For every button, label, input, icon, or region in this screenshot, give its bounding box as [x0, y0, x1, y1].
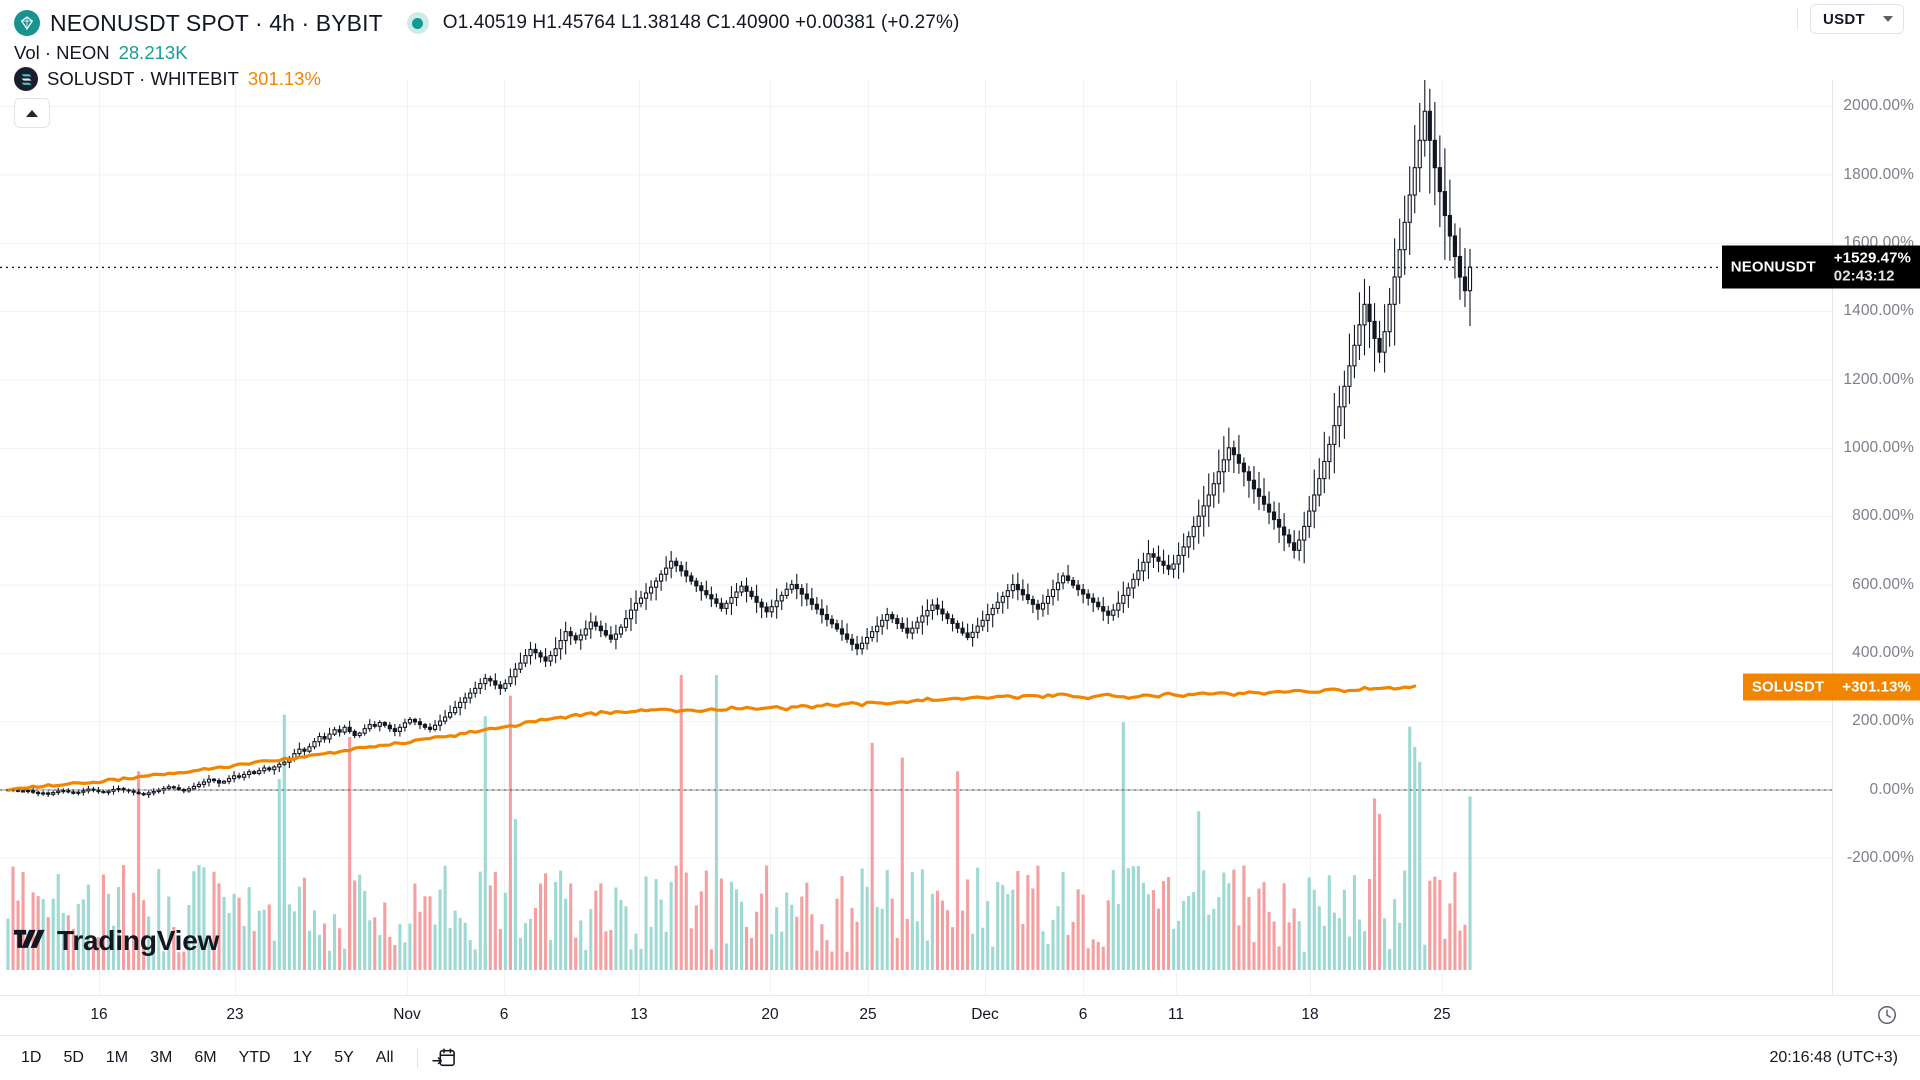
solana-icon — [14, 67, 38, 91]
price-tag-neonusdt: NEONUSDT +1529.47% 02:43:12 — [1721, 245, 1920, 289]
header-divider — [1796, 8, 1798, 30]
price-axis[interactable]: 2000.00% 1800.00% 1600.00% 1400.00% 1200.00%… — [1832, 80, 1920, 995]
header-right-controls: USDT — [1796, 0, 1920, 38]
range-button-3m[interactable]: 3M — [150, 1049, 173, 1066]
price-axis-tick: 1400.00% — [1843, 302, 1914, 320]
live-status-dot — [406, 12, 429, 34]
legend-solusdt-label: SOLUSDT · WHITEBIT — [47, 68, 239, 89]
price-axis-tick: 0.00% — [1869, 780, 1914, 798]
price-level-dotted-lines — [0, 266, 1832, 791]
price-tag-symbol: NEONUSDT — [1721, 245, 1825, 289]
time-axis[interactable]: 16 23 Nov 6 13 20 25 Dec 6 11 18 25 — [0, 995, 1920, 1035]
range-button-6m[interactable]: 6M — [194, 1049, 217, 1066]
legend-row-solusdt[interactable]: SOLUSDT · WHITEBIT 301.13% — [14, 66, 321, 92]
clock-timestamp[interactable]: 20:16:48 (UTC+3) — [1769, 1049, 1898, 1066]
price-tag-values: +1529.47% 02:43:12 — [1824, 245, 1920, 289]
range-button-all[interactable]: All — [375, 1049, 394, 1066]
legend-solusdt-value: 301.13% — [247, 68, 321, 89]
currency-select[interactable]: USDT — [1809, 4, 1904, 34]
time-axis-tick: 23 — [226, 1006, 244, 1023]
price-axis-tick: 800.00% — [1852, 507, 1914, 525]
legend-volume-label: Vol · NEON — [14, 42, 110, 63]
price-axis-tick: 400.00% — [1852, 643, 1914, 661]
volume-histogram — [6, 675, 1472, 970]
time-axis-tick: 11 — [1167, 1006, 1185, 1023]
range-button-1m[interactable]: 1M — [105, 1049, 129, 1066]
price-axis-tick: 200.00% — [1852, 712, 1914, 730]
legend-volume-value: 28.213K — [118, 42, 188, 63]
solusdt-line-series — [6, 684, 1417, 792]
legend-row-volume[interactable]: Vol · NEON 28.213K — [14, 40, 321, 66]
time-axis-tick: 25 — [859, 1006, 877, 1023]
neon-diamond-icon — [14, 10, 40, 36]
price-axis-tick: 600.00% — [1852, 575, 1914, 593]
price-axis-tick: -200.00% — [1846, 848, 1914, 866]
time-axis-tick: 20 — [761, 1006, 779, 1023]
timezone-clock-icon[interactable] — [1876, 1004, 1898, 1026]
chevron-down-icon — [1883, 16, 1893, 22]
price-tag-value: +1529.47% — [1833, 249, 1911, 267]
chevron-up-icon — [26, 109, 38, 117]
ohlc-values: O1.40519 H1.45764 L1.38148 C1.40900 +0.0… — [442, 12, 960, 33]
bottom-toolbar: 1D 5D 1M 3M 6M YTD 1Y 5Y All 20:16:48 (UTC+3) — [0, 1035, 1920, 1080]
time-range-buttons: 1D 5D 1M 3M 6M YTD 1Y 5Y All — [0, 1045, 403, 1071]
price-tag-values: +301.13% — [1833, 673, 1920, 701]
candlestick-series — [5, 80, 1473, 799]
indicator-legend-rows: Vol · NEON 28.213K SOLUSDT · WHITEBIT 30… — [14, 40, 321, 128]
price-axis-tick: 1800.00% — [1843, 165, 1914, 183]
range-button-ytd[interactable]: YTD — [238, 1049, 271, 1066]
currency-select-label: USDT — [1822, 10, 1865, 28]
price-tag-symbol: SOLUSDT — [1742, 673, 1834, 701]
time-axis-tick: 25 — [1433, 1006, 1451, 1023]
toolbar-divider — [416, 1048, 418, 1068]
price-tag-solusdt: SOLUSDT +301.13% — [1742, 673, 1920, 701]
price-tag-countdown: 02:43:12 — [1833, 267, 1895, 285]
time-axis-tick: 18 — [1301, 1006, 1319, 1023]
grid-lines — [0, 80, 1832, 995]
time-axis-tick: 13 — [630, 1006, 648, 1023]
chart-plot-area[interactable] — [0, 80, 1832, 995]
chart-legend-header: NEONUSDT SPOT · 4h · BYBIT O1.40519 H1.4… — [0, 0, 1920, 46]
price-tag-value: +301.13% — [1842, 678, 1911, 696]
time-axis-tick: Nov — [393, 1006, 421, 1023]
collapse-legend-button[interactable] — [14, 98, 50, 128]
chart-canvas — [0, 80, 1832, 995]
range-button-1y[interactable]: 1Y — [292, 1049, 313, 1066]
chart-title[interactable]: NEONUSDT SPOT · 4h · BYBIT — [50, 9, 383, 36]
time-axis-tick: 6 — [499, 1006, 509, 1023]
price-axis-tick: 2000.00% — [1843, 97, 1914, 115]
time-axis-tick: Dec — [971, 1006, 999, 1023]
price-axis-tick: 1200.00% — [1843, 370, 1914, 388]
time-axis-tick: 16 — [90, 1006, 108, 1023]
time-axis-tick: 6 — [1078, 1006, 1088, 1023]
price-axis-tick: 1000.00% — [1843, 438, 1914, 456]
range-button-5y[interactable]: 5Y — [334, 1049, 354, 1066]
range-button-1d[interactable]: 1D — [21, 1049, 42, 1066]
range-button-5d[interactable]: 5D — [63, 1049, 84, 1066]
go-to-date-icon[interactable] — [431, 1047, 456, 1069]
